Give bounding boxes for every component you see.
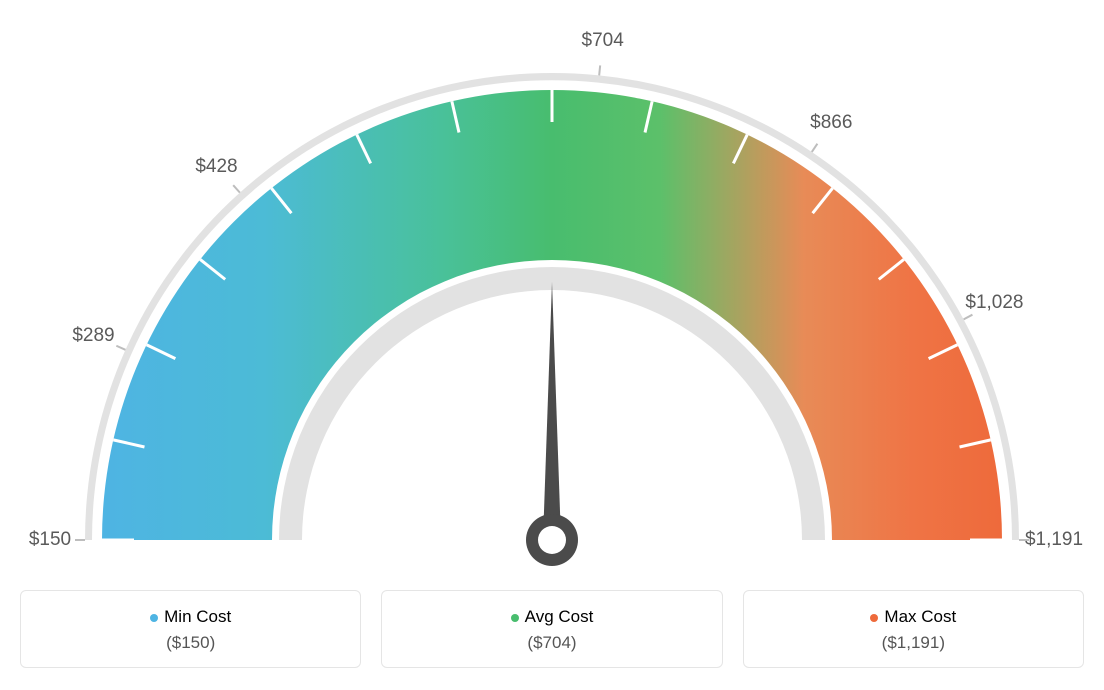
gauge-tick-label: $1,191 xyxy=(1025,529,1083,551)
gauge-chart: $150 $289 $428 $704 $866 $1,028 $1,191 xyxy=(20,20,1084,580)
dot-icon xyxy=(150,614,158,622)
legend-label-avg: Avg Cost xyxy=(382,607,721,627)
legend-card-min: Min Cost ($150) xyxy=(20,590,361,668)
dot-icon xyxy=(870,614,878,622)
legend-card-avg: Avg Cost ($704) xyxy=(381,590,722,668)
legend-value-max: ($1,191) xyxy=(744,633,1083,653)
dot-icon xyxy=(511,614,519,622)
legend-value-min: ($150) xyxy=(21,633,360,653)
gauge-tick-label: $704 xyxy=(582,30,624,52)
legend-label-min: Min Cost xyxy=(21,607,360,627)
legend-label-max: Max Cost xyxy=(744,607,1083,627)
legend-row: Min Cost ($150) Avg Cost ($704) Max Cost… xyxy=(20,590,1084,668)
gauge-tick-label: $428 xyxy=(195,156,237,178)
gauge-tick-label: $289 xyxy=(72,325,114,347)
legend-text-avg: Avg Cost xyxy=(525,607,594,626)
legend-text-min: Min Cost xyxy=(164,607,231,626)
gauge-tick-label: $150 xyxy=(29,529,71,551)
legend-value-avg: ($704) xyxy=(382,633,721,653)
cost-gauge-widget: $150 $289 $428 $704 $866 $1,028 $1,191 Min Cos… xyxy=(20,20,1084,668)
gauge-tick-label: $866 xyxy=(810,112,852,134)
legend-text-max: Max Cost xyxy=(884,607,956,626)
gauge-tick-label: $1,028 xyxy=(965,292,1023,314)
legend-card-max: Max Cost ($1,191) xyxy=(743,590,1084,668)
